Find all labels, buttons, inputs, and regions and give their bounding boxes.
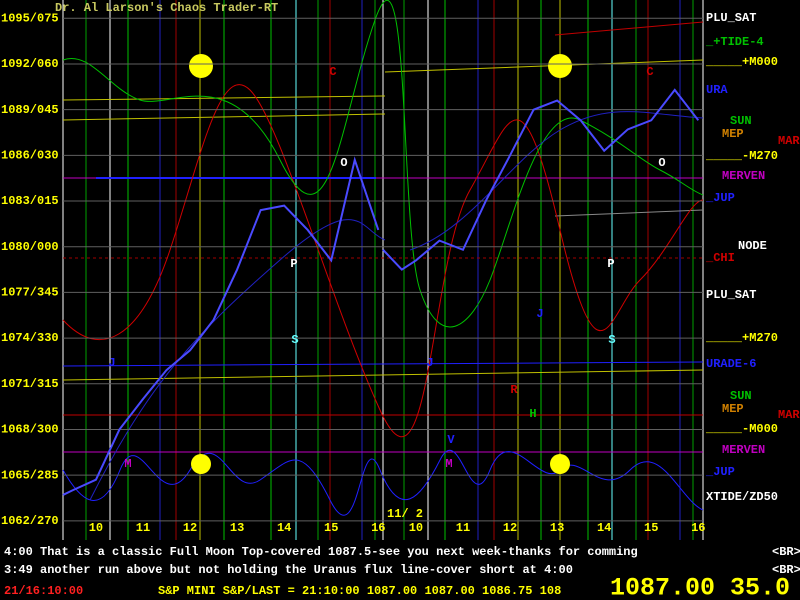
glyph: J <box>108 356 115 370</box>
right-label: NODE <box>738 239 767 253</box>
y-tick-label: 1089/045 <box>1 103 59 117</box>
glyph: O <box>658 156 665 170</box>
messages: 4:00 That is a classic Full Moon Top-cov… <box>4 545 800 577</box>
y-tick-label: 1071/315 <box>1 377 59 391</box>
y-tick-label: 1077/345 <box>1 286 59 300</box>
y-tick-label: 1080/000 <box>1 240 59 254</box>
date-label: 11/ 2 <box>387 507 423 521</box>
oscillator <box>62 84 704 438</box>
y-tick-label: 1074/330 <box>1 331 59 345</box>
price-line <box>62 156 380 496</box>
y-tick-label: 1083/015 <box>1 194 59 208</box>
y-tick-label: 1086/030 <box>1 149 59 163</box>
x-tick-label: 11 <box>136 521 150 535</box>
status-time: 21/16:10:00 <box>4 584 83 598</box>
glyph: P <box>290 257 297 271</box>
moon-marker <box>191 454 211 474</box>
x-tick-label: 14 <box>277 521 291 535</box>
moving-average <box>409 111 704 251</box>
flux-line <box>554 21 704 36</box>
y-tick-label: 1092/060 <box>1 57 59 71</box>
message-tag: <BR> <box>772 545 800 559</box>
message: 4:00 That is a classic Full Moon Top-cov… <box>4 545 638 559</box>
flux-line <box>554 209 704 217</box>
glyph: O <box>340 156 347 170</box>
right-label: _JUP <box>705 465 735 479</box>
plot: 1095/075 1092/060 1089/045 1086/030 1083/015… <box>1 11 705 535</box>
app-title: Dr. Al Larson's Chaos Trader-RT <box>55 1 278 15</box>
x-tick-label: 15 <box>324 521 338 535</box>
right-label: _____+M270 <box>705 331 778 345</box>
message: 3:49 another run above but not holding t… <box>4 563 573 577</box>
right-label: URADE-6 <box>706 357 756 371</box>
right-label: _____-M270 <box>705 149 778 163</box>
glyphs: C C O O P P S S J J J R M M V H <box>108 65 665 471</box>
glyph: H <box>529 407 536 421</box>
glyph: M <box>124 457 131 471</box>
glyph: J <box>536 307 543 321</box>
flux-line <box>62 113 386 121</box>
moon-marker <box>550 454 570 474</box>
flux-line <box>62 95 386 101</box>
glyph: J <box>426 356 433 370</box>
y-tick-label: 1062/270 <box>1 514 59 528</box>
x-tick-label: 12 <box>183 521 197 535</box>
x-tick-label: 12 <box>503 521 517 535</box>
right-label: _JUP <box>705 191 735 205</box>
indicators <box>62 0 704 540</box>
glyph: R <box>510 383 518 397</box>
right-label: SUN <box>730 114 752 128</box>
glyph: S <box>291 333 298 347</box>
glyph: C <box>329 65 336 79</box>
right-label: _CHI <box>705 251 735 265</box>
x-tick-label: 13 <box>550 521 564 535</box>
x-tick-label: 13 <box>230 521 244 535</box>
right-label: PLU_SAT <box>706 11 756 25</box>
flux-line <box>384 59 704 73</box>
x-tick-label: 10 <box>89 521 103 535</box>
right-label: SUN <box>730 389 752 403</box>
glyph: V <box>447 433 455 447</box>
x-tick-label: 16 <box>371 521 385 535</box>
status-price: 1087.00 35.0 <box>610 574 790 600</box>
glyph: P <box>607 257 614 271</box>
x-tick-label: 11 <box>456 521 470 535</box>
right-label: XTIDE/ZD50 <box>706 490 778 504</box>
right-label: MERVEN <box>722 169 765 183</box>
right-label: _____+M000 <box>705 55 778 69</box>
y-tick-label: 1065/285 <box>1 468 59 482</box>
right-label: MEP <box>722 402 744 416</box>
x-tick-label: 10 <box>409 521 423 535</box>
moon-marker <box>548 54 572 78</box>
status-quote: S&P MINI S&P/LAST = 21:10:00 1087.00 108… <box>158 584 561 598</box>
price-line <box>382 88 700 271</box>
x-tick-label: 15 <box>644 521 658 535</box>
x-tick-label: 14 <box>597 521 611 535</box>
x-tick-label: 16 <box>691 521 705 535</box>
moving-average <box>89 219 386 501</box>
status-bar: 21/16:10:00 S&P MINI S&P/LAST = 21:10:00… <box>4 574 790 600</box>
glyph: C <box>646 65 653 79</box>
right-label: MERVEN <box>722 443 765 457</box>
moon-marker <box>189 54 213 78</box>
y-tick-label: 1095/075 <box>1 11 59 25</box>
right-label: MAR <box>778 134 800 148</box>
glyph: S <box>608 333 615 347</box>
flux-line <box>62 369 704 381</box>
right-label: _+TIDE-4 <box>705 35 764 49</box>
y-tick-label: 1068/300 <box>1 423 59 437</box>
right-label: PLU_SAT <box>706 288 756 302</box>
right-label: MAR <box>778 408 800 422</box>
flux-line <box>62 361 704 367</box>
right-label: URA <box>706 83 728 97</box>
message-tag: <BR> <box>772 563 800 577</box>
glyph: M <box>445 457 452 471</box>
right-labels: PLU_SAT _+TIDE-4 _____+M000 URA SUN MEP … <box>705 11 800 504</box>
right-label: MEP <box>722 127 744 141</box>
right-label: _____-M000 <box>705 422 778 436</box>
